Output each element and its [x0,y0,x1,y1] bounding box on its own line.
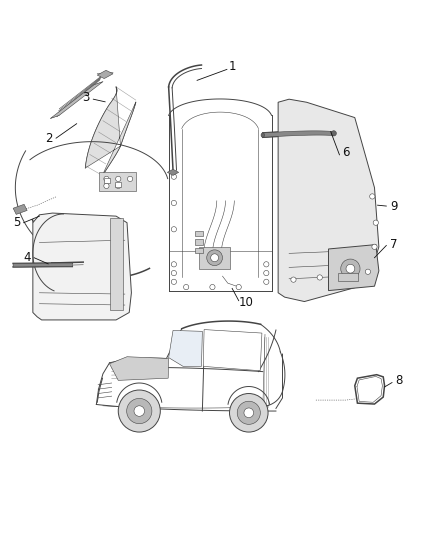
Circle shape [343,273,349,278]
Ellipse shape [261,133,265,138]
Polygon shape [99,172,136,191]
Circle shape [171,174,177,179]
Ellipse shape [331,131,336,136]
Circle shape [244,408,254,418]
Circle shape [116,176,121,182]
Circle shape [236,285,241,290]
Polygon shape [263,131,334,138]
Circle shape [210,285,215,290]
Text: 4: 4 [23,251,31,264]
Text: 10: 10 [239,296,254,309]
Polygon shape [355,375,385,404]
Text: 6: 6 [342,146,350,159]
Text: 3: 3 [82,91,89,104]
Polygon shape [110,357,169,381]
Polygon shape [33,213,131,320]
Text: 2: 2 [45,132,53,144]
Text: 9: 9 [390,199,398,213]
Bar [338,273,358,281]
Circle shape [127,399,152,424]
Circle shape [264,279,269,285]
Polygon shape [328,245,379,290]
Bar [195,248,203,253]
Circle shape [118,390,160,432]
Bar [104,179,110,183]
Polygon shape [110,219,123,310]
Circle shape [134,406,145,416]
Bar [195,231,203,236]
Circle shape [171,279,177,285]
Circle shape [365,269,371,274]
Circle shape [184,285,189,290]
Circle shape [372,244,377,249]
Text: 8: 8 [395,374,402,387]
Polygon shape [85,87,136,179]
Bar [195,239,203,245]
Circle shape [171,227,177,232]
Polygon shape [278,99,379,302]
Circle shape [207,250,223,265]
Text: 1: 1 [228,60,236,73]
Polygon shape [13,204,27,214]
Bar [115,182,121,187]
Circle shape [317,275,322,280]
Text: 5: 5 [13,216,20,229]
Text: 7: 7 [390,238,398,251]
Circle shape [127,176,133,182]
Circle shape [373,220,378,225]
Circle shape [264,262,269,267]
Circle shape [104,176,109,182]
Circle shape [230,393,268,432]
Circle shape [171,270,177,276]
Polygon shape [50,82,103,118]
Polygon shape [169,330,202,366]
Circle shape [264,270,269,276]
Circle shape [211,254,219,262]
Circle shape [116,183,121,189]
Circle shape [291,277,296,282]
Polygon shape [167,169,179,175]
Polygon shape [13,263,72,267]
Circle shape [171,200,177,206]
Circle shape [171,262,177,267]
Circle shape [104,183,109,189]
Circle shape [237,401,260,424]
Polygon shape [203,329,262,371]
Bar [199,247,230,269]
Circle shape [341,259,360,278]
Circle shape [346,264,355,273]
Polygon shape [97,70,113,78]
Circle shape [370,194,375,199]
